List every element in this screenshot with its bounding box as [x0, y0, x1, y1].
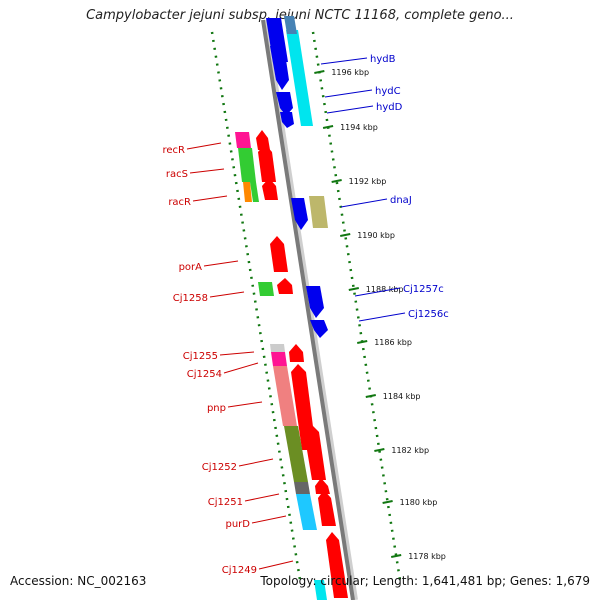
- gene-arrow-cj1252: [304, 424, 326, 480]
- gene-leader-cj1254: [223, 362, 259, 374]
- gene-leader-racr: [192, 195, 228, 202]
- gene-label-hydd: hydD: [376, 102, 403, 113]
- backbone: [261, 19, 355, 600]
- position-tick-label: 1196 kbp: [331, 68, 369, 77]
- gene-leader-recr: [186, 142, 222, 150]
- gene-block-steel-top: [284, 16, 297, 34]
- gene-block-cyan-top: [286, 30, 313, 126]
- gene-label-hydc: hydC: [375, 86, 401, 97]
- gene-arrow-racr: [262, 178, 278, 200]
- gene-label-recr: recR: [163, 145, 186, 156]
- gene-leader-cj1256c: [358, 312, 406, 322]
- gene-leader-hydb: [320, 57, 368, 65]
- gene-label-cj1255: Cj1255: [183, 351, 218, 362]
- gene-leader-cj1257c: [354, 287, 401, 297]
- gene-label-dnaj: dnaJ: [390, 195, 412, 206]
- position-tick: [357, 340, 368, 344]
- position-tick: [374, 448, 385, 452]
- position-tick: [331, 179, 342, 183]
- gene-leader-hydc: [324, 89, 373, 98]
- gene-leader-cj1252: [238, 458, 274, 467]
- gene-arrow-hydd-2: [280, 112, 294, 128]
- gene-arrow-cj1256c: [310, 320, 328, 338]
- gene-arrow-cj1258: [277, 278, 293, 294]
- gene-label-purd: purD: [226, 519, 251, 530]
- gene-label-racs: racS: [166, 169, 188, 180]
- gene-label-cj1258: Cj1258: [173, 293, 208, 304]
- gene-arrow-hydd-1: [276, 92, 293, 116]
- position-tick: [382, 500, 393, 504]
- gene-leader-racs: [189, 168, 225, 174]
- position-tick: [314, 70, 325, 74]
- gene-block-cj1255: [270, 344, 285, 352]
- position-tick: [340, 233, 351, 237]
- position-tick-label: 1186 kbp: [374, 338, 412, 347]
- gene-arrow-dnaj: [291, 198, 308, 230]
- gene-block-cj1254: [271, 352, 287, 366]
- gene-block-cj1252: [284, 426, 308, 482]
- gene-block-cj1251: [294, 482, 310, 494]
- position-tick-label: 1184 kbp: [383, 392, 421, 401]
- gene-arrow-purd: [318, 490, 336, 526]
- gene-label-cj1257c: Cj1257c: [403, 284, 444, 295]
- gene-label-hydb: hydB: [370, 54, 396, 65]
- gene-label-racr: racR: [168, 197, 191, 208]
- gene-label-cj1256c: Cj1256c: [408, 309, 449, 320]
- position-tick-label: 1188 kbp: [366, 285, 404, 294]
- position-tick: [365, 394, 376, 398]
- gene-label-cj1249: Cj1249: [222, 565, 257, 576]
- gene-block-pnp: [273, 366, 297, 426]
- gene-leader-dnaj: [340, 198, 388, 208]
- gene-block-racr-green: [250, 182, 259, 202]
- position-ticks: 1196 kbp 1194 kbp 1192 kbp 1190 kbp 1188 kbp…: [314, 68, 446, 561]
- position-tick: [390, 554, 402, 558]
- gene-label-pora: porA: [179, 262, 203, 273]
- genome-summary: Topology: circular; Length: 1,641,481 bp…: [260, 574, 590, 588]
- position-tick-label: 1190 kbp: [357, 231, 395, 240]
- right-gene-labels: hydB hydC hydD dnaJ Cj1257c Cj1256c: [320, 54, 449, 322]
- gene-arrow-racs: [258, 144, 276, 182]
- position-tick: [348, 287, 359, 291]
- gene-block-recr: [235, 132, 251, 148]
- gene-leader-purd: [251, 515, 287, 524]
- left-gene-labels: recR racS racR porA Cj1258 Cj1255 Cj1254 pnp Cj1…: [163, 142, 294, 576]
- gene-arrow-cj1249: [326, 532, 348, 598]
- gene-arrow-cj1255: [289, 344, 304, 362]
- accession-label: Accession: NC_002163: [10, 574, 147, 588]
- gene-leader-pnp: [227, 401, 263, 408]
- position-tick-label: 1180 kbp: [400, 498, 438, 507]
- map-title: Campylobacter jejuni subsp. jejuni NCTC …: [86, 8, 514, 23]
- gene-block-racs: [238, 148, 256, 182]
- gene-leader-cj1258: [209, 291, 245, 298]
- position-tick: [322, 125, 334, 129]
- gene-label-cj1254: Cj1254: [187, 369, 222, 380]
- gene-leader-pora: [203, 260, 239, 267]
- gene-label-cj1251: Cj1251: [208, 497, 243, 508]
- position-tick-label: 1182 kbp: [391, 446, 429, 455]
- gene-block-cj1258: [258, 282, 274, 296]
- gene-leader-hydd: [326, 105, 374, 114]
- gene-leader-cj1255: [219, 351, 255, 356]
- position-tick-label: 1178 kbp: [408, 552, 446, 561]
- gene-block-racr-orange: [243, 182, 252, 202]
- gene-block-cj1249-cyan: [314, 580, 327, 600]
- gene-block-purd: [296, 494, 317, 530]
- gene-arrow-hydc: [270, 46, 289, 90]
- gene-arrow-recr: [256, 130, 270, 150]
- gene-block-dnaj: [309, 196, 328, 228]
- gene-arrow-pora: [270, 236, 288, 272]
- gene-leader-cj1249: [258, 560, 294, 570]
- position-tick-label: 1194 kbp: [340, 123, 378, 132]
- position-tick-label: 1192 kbp: [349, 177, 387, 186]
- gene-arrow-cj1251: [315, 478, 330, 494]
- gene-leader-cj1251: [244, 493, 280, 502]
- gene-arrow-cj1257c: [306, 286, 324, 318]
- gene-label-cj1252: Cj1252: [202, 462, 237, 473]
- gene-label-pnp: pnp: [207, 403, 226, 414]
